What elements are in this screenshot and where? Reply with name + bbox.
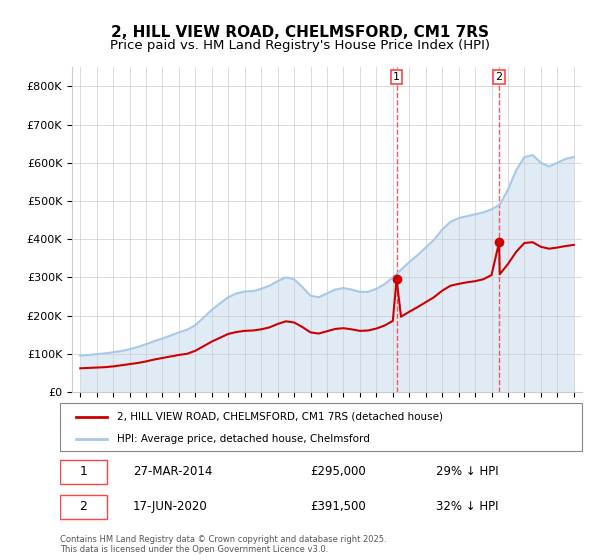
Text: 32% ↓ HPI: 32% ↓ HPI: [436, 500, 499, 514]
Text: 29% ↓ HPI: 29% ↓ HPI: [436, 465, 499, 478]
Text: 2: 2: [80, 500, 88, 514]
FancyBboxPatch shape: [60, 403, 582, 451]
Text: 1: 1: [80, 465, 88, 478]
FancyBboxPatch shape: [60, 495, 107, 519]
Text: £391,500: £391,500: [311, 500, 367, 514]
Text: 2, HILL VIEW ROAD, CHELMSFORD, CM1 7RS: 2, HILL VIEW ROAD, CHELMSFORD, CM1 7RS: [111, 25, 489, 40]
Text: 1: 1: [393, 72, 400, 82]
Text: 27-MAR-2014: 27-MAR-2014: [133, 465, 212, 478]
Text: Contains HM Land Registry data © Crown copyright and database right 2025.
This d: Contains HM Land Registry data © Crown c…: [60, 535, 386, 554]
Text: £295,000: £295,000: [311, 465, 367, 478]
Text: Price paid vs. HM Land Registry's House Price Index (HPI): Price paid vs. HM Land Registry's House …: [110, 39, 490, 52]
FancyBboxPatch shape: [60, 460, 107, 484]
Text: 17-JUN-2020: 17-JUN-2020: [133, 500, 208, 514]
Text: HPI: Average price, detached house, Chelmsford: HPI: Average price, detached house, Chel…: [118, 434, 370, 444]
Text: 2, HILL VIEW ROAD, CHELMSFORD, CM1 7RS (detached house): 2, HILL VIEW ROAD, CHELMSFORD, CM1 7RS (…: [118, 412, 443, 422]
Text: 2: 2: [496, 72, 503, 82]
